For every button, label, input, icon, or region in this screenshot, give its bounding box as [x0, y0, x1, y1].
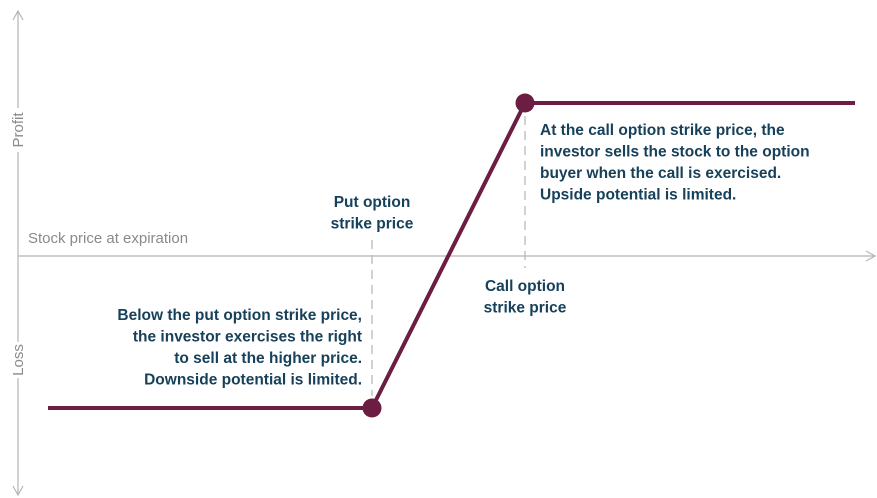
note-line: strike price [331, 216, 414, 233]
profit-label: Profit [10, 112, 27, 148]
note-line: Put option [334, 194, 411, 211]
note-line: Upside potential is limited. [540, 187, 736, 204]
note-line: the investor exercises the right [133, 329, 362, 346]
loss-label: Loss [10, 344, 27, 376]
note-line: Below the put option strike price, [117, 307, 362, 324]
note-line: Call option [485, 278, 565, 295]
call-point [515, 93, 535, 113]
note-line: to sell at the higher price. [174, 350, 362, 367]
y-arrow-up [12, 9, 24, 21]
put-point [362, 398, 382, 418]
note-line: Downside potential is limited. [144, 372, 362, 389]
note-line: buyer when the call is exercised. [540, 165, 781, 182]
payoff-line [48, 101, 855, 410]
note-line: strike price [484, 300, 567, 317]
x-arrow [865, 250, 877, 262]
y-arrow-down [12, 485, 24, 497]
x-axis-label: Stock price at expiration [28, 230, 188, 247]
note-line: investor sells the stock to the option [540, 144, 810, 161]
axes [12, 9, 877, 497]
note-line: At the call option strike price, the [540, 122, 785, 139]
strike-guides [371, 116, 526, 396]
annotations: Put option strike price Call option strike … [117, 122, 809, 389]
